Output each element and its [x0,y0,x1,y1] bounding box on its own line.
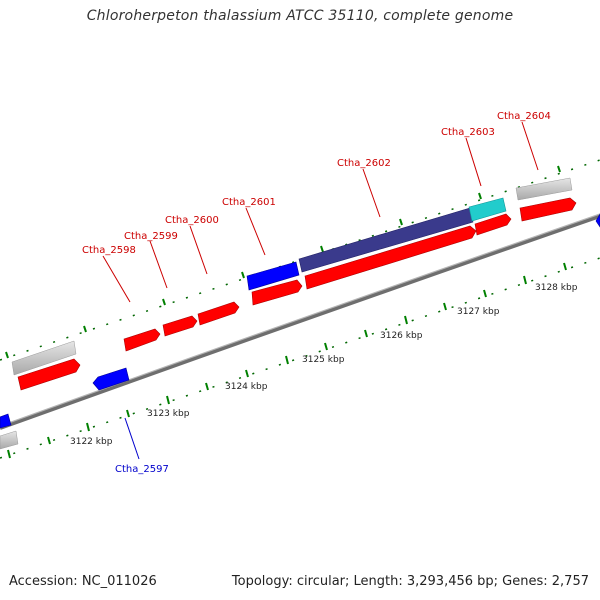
axis-tick-label: 3122 kbp [70,437,113,447]
lower-track-ticks [7,262,567,459]
gene-arrow-reverse[interactable] [595,213,600,228]
gene-label-ctha-2602: Ctha_2602 [337,158,391,169]
gene-label-ctha-2603: Ctha_2603 [441,127,495,138]
gene-arrow-ctha-2602[interactable] [304,225,477,290]
gene-arrow-ctha-2603[interactable] [474,213,512,236]
axis-tick-label: 3127 kbp [457,307,500,317]
gene-arrow-ctha-2600[interactable] [197,301,240,326]
axis-tick-label: 3126 kbp [380,331,423,341]
genome-title: Chloroherpeton thalassium ATCC 35110, co… [86,8,514,24]
label-leader-lines [102,121,539,460]
upper-track-ticks [5,165,561,359]
axis-labels: 3122 kbp 3123 kbp 3124 kbp 3125 kbp 3126… [70,283,578,447]
axis-tick-label: 3128 kbp [535,283,578,293]
accession-text: Accession: NC_011026 [9,574,157,589]
axis-tick-label: 3123 kbp [147,409,190,419]
gene-label-ctha-2598: Ctha_2598 [82,245,136,256]
gray-feature[interactable] [11,340,77,376]
axis-tick-label: 3125 kbp [302,355,345,365]
gene-arrow-ctha-2601[interactable] [251,279,303,306]
gene-label-ctha-2604: Ctha_2604 [497,111,551,122]
gray-feature[interactable] [0,430,19,450]
gene-label-ctha-2599: Ctha_2599 [124,231,178,242]
cyan-feature-ctha-2603[interactable] [468,197,507,222]
gene-labels: Ctha_2598 Ctha_2599 Ctha_2600 Ctha_2601 … [82,111,551,475]
gene-label-ctha-2597: Ctha_2597 [115,464,169,475]
gene-label-ctha-2601: Ctha_2601 [222,197,276,208]
gene-arrow-reverse[interactable] [246,261,300,291]
gene-arrow-ctha-2604[interactable] [519,197,577,222]
gene-arrow-ctha-2599[interactable] [162,315,198,337]
highlighted-feature-ctha-2602[interactable] [298,207,474,273]
gene-arrow-reverse[interactable] [0,413,12,429]
gene-arrow-ctha-2598[interactable] [123,328,161,352]
gene-arrow-forward[interactable] [17,358,81,391]
gene-arrow-ctha-2597[interactable] [92,367,130,391]
axis-tick-label: 3124 kbp [225,382,268,392]
genome-summary-text: Topology: circular; Length: 3,293,456 bp… [231,574,589,589]
gene-label-ctha-2600: Ctha_2600 [165,215,219,226]
genome-axis [0,213,600,430]
gray-feature[interactable] [515,177,573,201]
